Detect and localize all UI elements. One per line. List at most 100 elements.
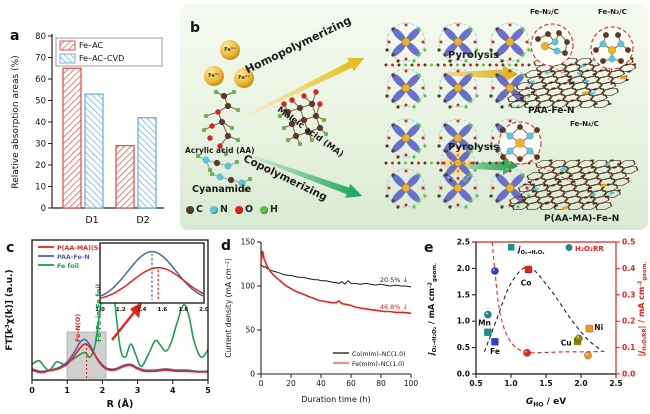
panel-a-bar-chart: 0 10 20 30 40 50 60 70 80 Relative absorption are… xyxy=(11,32,164,226)
fe-ion-sphere: Fe³⁺ xyxy=(234,68,254,88)
circle-Co xyxy=(523,348,531,357)
molecule xyxy=(201,89,241,157)
nitrogen-label: N xyxy=(219,204,228,215)
element-label-Mn: Mn xyxy=(478,318,491,327)
svg-text:60: 60 xyxy=(35,75,46,85)
curve-P(AA-MA)(5-1)-Fe-N xyxy=(31,343,209,374)
volcano-curve xyxy=(483,266,603,353)
svg-text:50: 50 xyxy=(245,326,255,335)
pyrolysis-top-arrow xyxy=(444,65,518,83)
svg-text:0: 0 xyxy=(259,379,264,388)
svg-text:1.0: 1.0 xyxy=(95,307,105,313)
legend-P(AA-MA)(5-1)-Fe-N: P(AA-MA)(5-1)-Fe-N xyxy=(57,245,127,252)
pyrolysis-bottom-label: Pyrolysis xyxy=(448,142,500,153)
curve-Fe foil xyxy=(31,263,209,372)
panel-c-exafs-chart: 0 1 2 3 4 5 R (Å) FT[k³χ(k)] (a.u.) P(AA-MA)(5-1… xyxy=(5,239,211,410)
panel-label-c: c xyxy=(6,240,15,256)
oxygen-dot xyxy=(234,205,243,214)
bar-Fe–AC-D1 xyxy=(62,67,82,209)
svg-text:1.5: 1.5 xyxy=(457,290,470,299)
svg-text:150: 150 xyxy=(241,238,256,247)
bar-Fe–AC–CVD-D1 xyxy=(84,93,104,209)
product-paa-label: PAA-Fe-N xyxy=(528,106,575,116)
svg-text:60: 60 xyxy=(346,379,356,388)
panel-a-ylabel: Relative absorption areas (%) xyxy=(11,55,21,188)
square-Co xyxy=(524,265,533,274)
circle-Cu xyxy=(574,334,583,343)
svg-text:1.4: 1.4 xyxy=(137,307,147,313)
svg-text:2.0: 2.0 xyxy=(457,264,470,273)
square-Mn xyxy=(484,328,492,337)
panel-e-ylabel-right: |jH₂O₂RR| / mA cm-2geom. xyxy=(637,262,648,357)
bar-Fe–AC–CVD-D2 xyxy=(137,117,157,209)
copolymerizing-arrow xyxy=(239,151,362,198)
svg-text:70: 70 xyxy=(35,54,46,64)
legend-PAA-Fe-N: PAA-Fe-N xyxy=(57,254,90,261)
atom-color-legend: C N O H xyxy=(186,204,278,215)
graphene-sheet xyxy=(509,159,639,210)
svg-text:2.5: 2.5 xyxy=(609,379,622,388)
svg-text:2.0: 2.0 xyxy=(199,307,209,313)
panel-e-ylabel-left: jO₂→H₂O₂ / mA cm-2geom. xyxy=(427,263,438,357)
fe-ion-sphere: Fe³⁺ xyxy=(220,40,240,60)
molecule xyxy=(534,29,571,57)
fe-no-annotation: Fe-N(O) xyxy=(74,314,82,342)
legend-j-label: jO₂→H₂O₂ xyxy=(517,245,544,256)
hydrogen-dot xyxy=(260,205,269,214)
square-Fe xyxy=(491,337,499,346)
svg-text:100: 100 xyxy=(241,282,256,291)
element-label-Fe: Fe xyxy=(490,347,500,356)
legend-label: Fe–AC xyxy=(79,41,103,50)
acrylic-acid-label: Acrylic acid (AA) xyxy=(185,146,255,155)
circle-Fe xyxy=(491,267,499,275)
bar-Fe–AC-D2 xyxy=(115,144,135,209)
nitrogen-dot xyxy=(209,205,218,214)
svg-text:2.0: 2.0 xyxy=(574,379,587,388)
carbon-label: C xyxy=(196,204,203,215)
svg-text:1.0: 1.0 xyxy=(457,317,470,326)
svg-text:1.0: 1.0 xyxy=(504,379,517,388)
svg-text:0.3: 0.3 xyxy=(622,290,635,299)
svg-text:1.8: 1.8 xyxy=(178,307,188,313)
panel-d-ylabel: Current density (mA cm⁻²) xyxy=(224,258,233,358)
homopolymerizing-arrow xyxy=(245,57,364,117)
pyrolysis-top-label: Pyrolysis xyxy=(448,50,500,61)
molecule xyxy=(499,123,541,163)
svg-text:30: 30 xyxy=(35,140,46,150)
svg-text:20: 20 xyxy=(286,379,296,388)
panel-b-graphics xyxy=(195,22,639,210)
panel-label-e: e xyxy=(424,240,434,256)
fe-n3-zoom-circle xyxy=(590,26,634,70)
oxygen-label: O xyxy=(244,204,254,215)
svg-text:0.5: 0.5 xyxy=(622,238,635,247)
circle-Mn xyxy=(484,310,492,319)
cyanamide-label: Cyanamide xyxy=(192,184,252,195)
panel-d-xlabel: Duration time (h) xyxy=(301,395,370,404)
svg-text:0.5: 0.5 xyxy=(457,343,470,352)
svg-text:80: 80 xyxy=(376,379,386,388)
molecule xyxy=(592,31,632,65)
svg-text:0: 0 xyxy=(29,386,35,395)
site-fe-n2-label: Fe-N₂/C xyxy=(530,8,559,16)
panel-label-b: b xyxy=(190,20,201,36)
category-label: D1 xyxy=(85,215,98,226)
product-paama-label: P(AA-MA)-Fe-N xyxy=(544,214,620,224)
legend-Fe(mIm)–NC(1.0): Fe(mIm)–NC(1.0) xyxy=(352,361,404,368)
svg-text:100: 100 xyxy=(404,379,419,388)
molecule xyxy=(195,153,253,193)
svg-text:2: 2 xyxy=(100,386,106,395)
element-label-Cu: Cu xyxy=(561,338,572,347)
legend-h2o2rr-label: H₂O₂RR xyxy=(575,245,604,253)
svg-text:2.5: 2.5 xyxy=(457,238,470,247)
h2o2rr-curve xyxy=(491,241,606,354)
loss-annotation: 46.8% ↓ xyxy=(380,303,408,311)
svg-text:0.0: 0.0 xyxy=(622,370,635,379)
panel-c-xlabel: R (Å) xyxy=(107,399,134,410)
svg-text:20: 20 xyxy=(35,161,46,171)
fe-n2-zoom-circle xyxy=(530,23,574,67)
curve-PAA-Fe-N xyxy=(31,338,209,373)
curve-Fe(mIm)–NC(1.0) xyxy=(260,250,412,315)
element-label-Ni: Ni xyxy=(594,323,603,332)
polymer-lattice xyxy=(384,22,531,109)
fe-fe-annotation: Fe-Fe in Fe foil xyxy=(95,284,103,342)
